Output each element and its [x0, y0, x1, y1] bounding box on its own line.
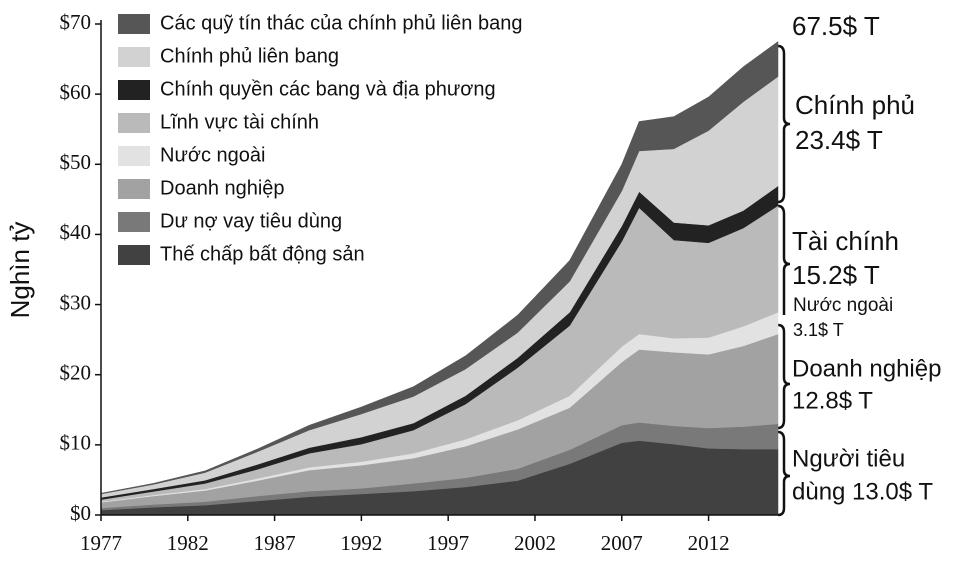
legend-swatch: [118, 80, 150, 100]
x-tick-label: 2012: [688, 531, 730, 555]
x-tick-label: 2002: [514, 531, 556, 555]
annotation: dùng 13.0$ T: [792, 478, 933, 505]
y-axis-label: Nghìn tỷ: [5, 222, 35, 319]
legend-swatch: [118, 245, 150, 265]
annotation: 15.2$ T: [792, 260, 880, 290]
y-tick-label: $30: [60, 290, 92, 314]
legend-label: Doanh nghiệp: [160, 177, 285, 199]
legend-label: Các quỹ tín thác của chính phủ liên bang: [160, 12, 522, 34]
x-tick-label: 1977: [80, 531, 122, 555]
y-tick-label: $10: [60, 431, 92, 455]
legend-label: Thế chấp bất động sản: [160, 243, 365, 265]
legend-label: Nước ngoài: [160, 144, 265, 166]
legend-swatch: [118, 212, 150, 232]
annotation: 23.4$ T: [795, 125, 883, 155]
x-tick-label: 2007: [601, 531, 643, 555]
annotation: Nước ngoài: [793, 295, 893, 316]
legend-swatch: [118, 179, 150, 199]
x-tick-label: 1992: [340, 531, 382, 555]
annotation: Doanh nghiệp: [792, 355, 941, 382]
annotation: 12.8$ T: [792, 387, 873, 414]
x-tick-label: 1982: [167, 531, 209, 555]
legend-swatch: [118, 146, 150, 166]
annotation: 67.5$ T: [792, 11, 880, 41]
y-tick-label: $0: [70, 501, 91, 525]
y-tick-label: $20: [60, 361, 92, 385]
annotation: 3.1$ T: [793, 320, 844, 340]
y-tick-label: $40: [60, 220, 92, 244]
x-tick-label: 1987: [254, 531, 296, 555]
legend-swatch: [118, 113, 150, 133]
y-tick-label: $60: [60, 80, 92, 104]
legend-swatch: [118, 47, 150, 67]
areas: [100, 41, 779, 516]
legend-label: Chính phủ liên bang: [160, 45, 339, 67]
legend-label: Chính quyền các bang và địa phương: [160, 78, 496, 100]
y-tick-label: $50: [60, 150, 92, 174]
annotation: Người tiêu: [792, 445, 905, 472]
legend-label: Lĩnh vực tài chính: [160, 111, 319, 133]
x-tick-label: 1997: [427, 531, 469, 555]
area: [100, 41, 779, 495]
annotation: Tài chính: [792, 226, 899, 256]
y-tick-label: $70: [60, 10, 92, 34]
annotation: Chính phủ: [795, 90, 915, 120]
legend-swatch: [118, 14, 150, 34]
brackets: [777, 44, 791, 517]
legend-label: Dư nợ vay tiêu dùng: [160, 210, 342, 232]
